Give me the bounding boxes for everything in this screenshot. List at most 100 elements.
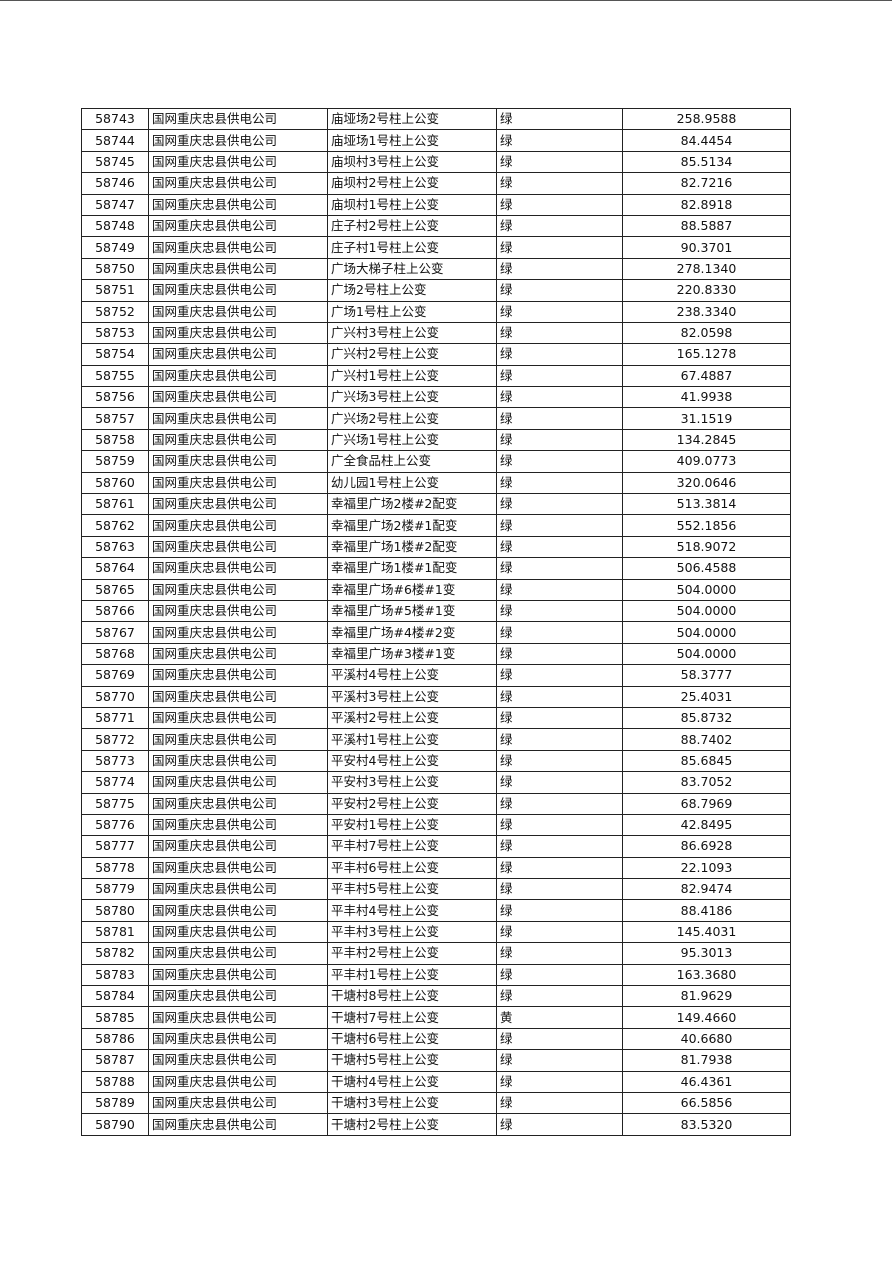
table-row: 58752 国网重庆忠县供电公司 广场1号柱上公变绿 238.3340 [81, 300, 791, 323]
status-cell: 绿 [496, 749, 623, 773]
capacity-value-cell: 513.3814 [622, 493, 791, 516]
row-id-cell: 58758 [81, 428, 149, 452]
table-row: 58770 国网重庆忠县供电公司 平溪村3号柱上公变绿 25.4031 [81, 685, 791, 708]
row-id-cell: 58746 [81, 172, 149, 195]
company-cell: 国网重庆忠县供电公司 [148, 214, 328, 238]
row-id-cell: 58769 [81, 664, 149, 687]
capacity-value-cell: 58.3777 [622, 664, 791, 687]
row-id-cell: 58773 [81, 749, 149, 773]
company-cell: 国网重庆忠县供电公司 [148, 835, 328, 858]
company-cell: 国网重庆忠县供电公司 [148, 1027, 328, 1051]
status-cell: 绿 [496, 364, 623, 388]
row-id-cell: 58771 [81, 706, 149, 730]
table-row: 58761 国网重庆忠县供电公司 幸福里广场2楼#2配变绿 513.3814 [81, 493, 791, 516]
row-id-cell: 58777 [81, 835, 149, 858]
status-cell: 绿 [496, 1049, 623, 1072]
company-cell: 国网重庆忠县供电公司 [148, 450, 328, 473]
page-top-border [0, 0, 892, 1]
transformer-name-cell: 广场大梯子柱上公变 [327, 257, 497, 281]
status-cell: 绿 [496, 878, 623, 901]
transformer-name-cell: 平安村2号柱上公变 [327, 792, 497, 815]
row-id-cell: 58755 [81, 364, 149, 388]
transformer-name-cell: 平安村1号柱上公变 [327, 813, 497, 837]
capacity-value-cell: 85.6845 [622, 749, 791, 773]
status-cell: 绿 [496, 1070, 623, 1093]
status-cell: 绿 [496, 214, 623, 238]
row-id-cell: 58748 [81, 214, 149, 238]
capacity-value-cell: 145.4031 [622, 920, 791, 944]
table-row: 58753 国网重庆忠县供电公司 广兴村3号柱上公变绿 82.0598 [81, 321, 791, 345]
transformer-name-cell: 平丰村3号柱上公变 [327, 920, 497, 944]
row-id-cell: 58776 [81, 813, 149, 837]
table-row: 58768 国网重庆忠县供电公司 幸福里广场#3楼#1变绿 504.0000 [81, 642, 791, 666]
table-row: 58779 国网重庆忠县供电公司 平丰村5号柱上公变绿 82.9474 [81, 878, 791, 901]
capacity-value-cell: 25.4031 [622, 685, 791, 708]
capacity-value-cell: 504.0000 [622, 642, 791, 666]
table-row: 58777 国网重庆忠县供电公司 平丰村7号柱上公变绿 86.6928 [81, 835, 791, 858]
company-cell: 国网重庆忠县供电公司 [148, 792, 328, 815]
status-cell: 绿 [496, 920, 623, 944]
status-cell: 绿 [496, 856, 623, 880]
table-row: 58765 国网重庆忠县供电公司 幸福里广场#6楼#1变绿 504.0000 [81, 578, 791, 601]
row-id-cell: 58772 [81, 728, 149, 751]
company-cell: 国网重庆忠县供电公司 [148, 942, 328, 965]
status-cell: 绿 [496, 642, 623, 666]
transformer-name-cell: 庙垭场2号柱上公变 [327, 107, 497, 131]
transformer-name-cell: 干塘村8号柱上公变 [327, 985, 497, 1008]
table-row: 58769 国网重庆忠县供电公司 平溪村4号柱上公变绿 58.3777 [81, 664, 791, 687]
transformer-name-cell: 庄子村2号柱上公变 [327, 214, 497, 238]
table-row: 58774 国网重庆忠县供电公司 平安村3号柱上公变绿 83.7052 [81, 771, 791, 794]
company-cell: 国网重庆忠县供电公司 [148, 257, 328, 281]
capacity-value-cell: 88.4186 [622, 899, 791, 922]
capacity-value-cell: 81.7938 [622, 1049, 791, 1072]
status-cell: 绿 [496, 813, 623, 837]
transformer-name-cell: 广兴村3号柱上公变 [327, 321, 497, 345]
row-id-cell: 58750 [81, 257, 149, 281]
capacity-value-cell: 83.5320 [622, 1113, 791, 1136]
company-cell: 国网重庆忠县供电公司 [148, 728, 328, 751]
table-row: 58771 国网重庆忠县供电公司 平溪村2号柱上公变绿 85.8732 [81, 706, 791, 730]
transformer-name-cell: 广场1号柱上公变 [327, 300, 497, 323]
company-cell: 国网重庆忠县供电公司 [148, 771, 328, 794]
status-cell: 绿 [496, 557, 623, 580]
capacity-value-cell: 46.4361 [622, 1070, 791, 1093]
capacity-value-cell: 82.9474 [622, 878, 791, 901]
capacity-value-cell: 67.4887 [622, 364, 791, 388]
table-row: 58748 国网重庆忠县供电公司 庄子村2号柱上公变绿 88.5887 [81, 214, 791, 238]
status-cell: 绿 [496, 450, 623, 473]
capacity-value-cell: 504.0000 [622, 621, 791, 644]
capacity-value-cell: 81.9629 [622, 985, 791, 1008]
row-id-cell: 58781 [81, 920, 149, 944]
row-id-cell: 58789 [81, 1091, 149, 1115]
row-id-cell: 58751 [81, 279, 149, 302]
company-cell: 国网重庆忠县供电公司 [148, 557, 328, 580]
status-cell: 绿 [496, 129, 623, 152]
company-cell: 国网重庆忠县供电公司 [148, 535, 328, 559]
transformer-name-cell: 广兴场2号柱上公变 [327, 407, 497, 430]
transformer-name-cell: 平丰村1号柱上公变 [327, 963, 497, 987]
capacity-value-cell: 90.3701 [622, 236, 791, 259]
status-cell: 绿 [496, 300, 623, 323]
transformer-name-cell: 幸福里广场#4楼#2变 [327, 621, 497, 644]
table-row: 58743 国网重庆忠县供电公司 庙垭场2号柱上公变绿 258.9588 [81, 107, 791, 131]
capacity-value-cell: 238.3340 [622, 300, 791, 323]
capacity-value-cell: 504.0000 [622, 578, 791, 601]
transformer-name-cell: 平溪村4号柱上公变 [327, 664, 497, 687]
capacity-value-cell: 95.3013 [622, 942, 791, 965]
table-row: 58766 国网重庆忠县供电公司 幸福里广场#5楼#1变绿 504.0000 [81, 599, 791, 623]
table-row: 58746 国网重庆忠县供电公司 庙坝村2号柱上公变绿 82.7216 [81, 172, 791, 195]
status-cell: 绿 [496, 706, 623, 730]
company-cell: 国网重庆忠县供电公司 [148, 407, 328, 430]
status-cell: 绿 [496, 1027, 623, 1051]
row-id-cell: 58754 [81, 343, 149, 366]
table-row: 58787 国网重庆忠县供电公司 干塘村5号柱上公变绿 81.7938 [81, 1049, 791, 1072]
company-cell: 国网重庆忠县供电公司 [148, 150, 328, 174]
table-row: 58788 国网重庆忠县供电公司 干塘村4号柱上公变绿 46.4361 [81, 1070, 791, 1093]
transformer-name-cell: 幸福里广场1楼#2配变 [327, 535, 497, 559]
row-id-cell: 58788 [81, 1070, 149, 1093]
status-cell: 绿 [496, 728, 623, 751]
company-cell: 国网重庆忠县供电公司 [148, 621, 328, 644]
status-cell: 绿 [496, 599, 623, 623]
company-cell: 国网重庆忠县供电公司 [148, 300, 328, 323]
row-id-cell: 58770 [81, 685, 149, 708]
